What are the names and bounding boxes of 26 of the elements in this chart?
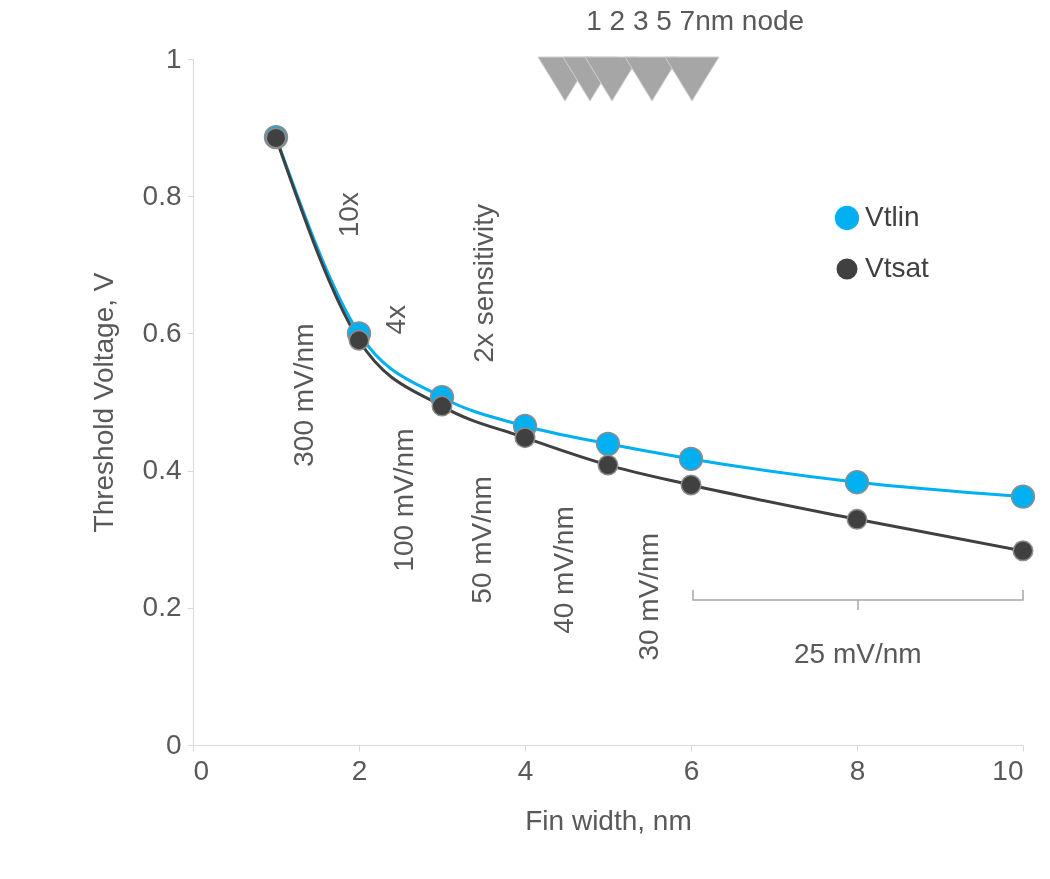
legend-label: Vtsat <box>865 252 930 283</box>
y-tick-label: 0.2 <box>142 591 182 623</box>
y-tick-label: 0 <box>165 728 182 760</box>
legend-label: Vtlin <box>865 201 920 232</box>
annotation: 100 mV/nm <box>387 428 419 572</box>
annotation: 30 mV/nm <box>633 533 665 661</box>
x-tick-label: 2 <box>351 754 368 786</box>
y-tick-label: 0.6 <box>142 316 182 348</box>
x-tick-label: 10 <box>992 754 1024 786</box>
annotation: 4x <box>380 304 412 335</box>
y-tick-label: 1 <box>165 42 182 74</box>
y-tick-label: 0.4 <box>142 454 182 486</box>
x-tick-label: 6 <box>683 754 700 786</box>
annotation: 10x <box>332 192 364 238</box>
y-axis-title: Threshold Voltage, V <box>87 272 119 533</box>
x-tick-label: 0 <box>193 754 210 786</box>
annotation: 50 mV/nm <box>465 476 497 604</box>
annotation: 2x sensitivity <box>468 203 500 363</box>
annotation: 25 mV/nm <box>794 638 922 670</box>
y-tick-label: 0.8 <box>142 179 182 211</box>
annotation: 300 mV/nm <box>288 323 320 467</box>
text: 1 2 3 5 7nm node <box>586 4 805 36</box>
x-tick-label: 8 <box>849 754 866 786</box>
x-tick-label: 4 <box>517 754 534 786</box>
x-axis-title: Fin width, nm <box>525 804 692 836</box>
annotation: 40 mV/nm <box>547 506 579 634</box>
